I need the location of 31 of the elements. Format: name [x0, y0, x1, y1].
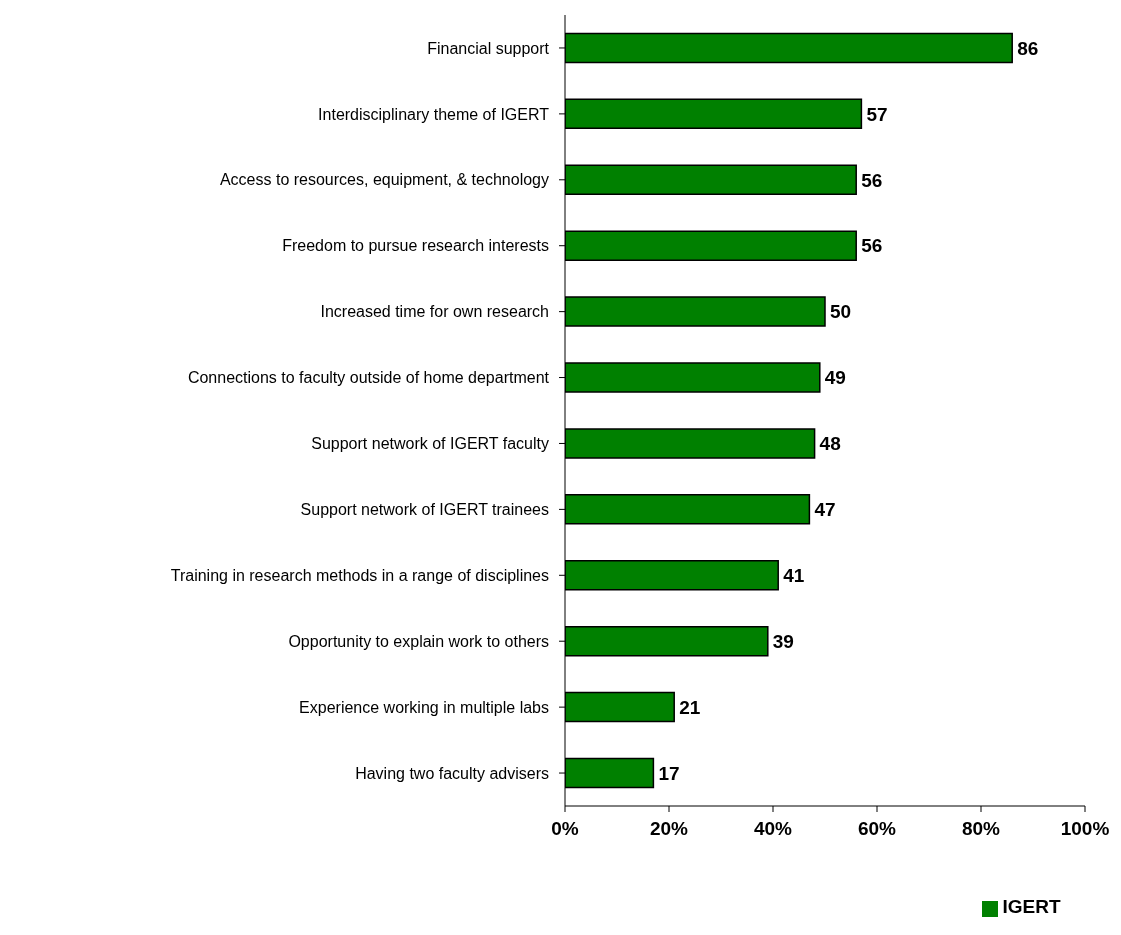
y-tick-label: Training in research methods in a range of disciplines	[170, 566, 549, 584]
y-tick-label: Support network of IGERT trainees	[300, 501, 549, 519]
x-tick-label: 60%	[857, 818, 897, 840]
y-tick-label: Connections to faculty outside of home department	[187, 369, 550, 387]
y-tick-label: Opportunity to explain work to others	[288, 632, 549, 650]
x-tick-label: 40%	[753, 818, 793, 840]
data-label: 47	[814, 499, 836, 521]
y-tick-label: Access to resources, equipment, & technology	[219, 171, 549, 189]
data-label: 49	[824, 367, 846, 389]
data-label: 57	[866, 103, 888, 125]
x-tick-label: 20%	[649, 818, 689, 840]
y-tick-label: Interdisciplinary theme of IGERT	[318, 105, 550, 123]
x-tick-label: 100%	[1060, 818, 1110, 840]
data-label: 41	[783, 565, 805, 587]
data-label: 56	[861, 169, 883, 191]
y-tick-label: Experience working in multiple labs	[299, 698, 549, 716]
data-label: 86	[1017, 37, 1039, 59]
data-label: 56	[861, 235, 883, 257]
x-tick-label: 80%	[961, 818, 1001, 840]
data-label: 48	[819, 433, 841, 455]
data-label: 50	[830, 301, 852, 323]
legend-label: IGERT	[1002, 896, 1061, 917]
data-label: 39	[772, 630, 794, 652]
y-tick-label: Financial support	[427, 39, 550, 57]
y-tick-label: Freedom to pursue research interests	[282, 237, 549, 255]
y-tick-label: Having two faculty advisers	[355, 764, 549, 782]
y-tick-label: Increased time for own research	[320, 303, 549, 321]
data-label: 21	[679, 696, 701, 718]
x-tick-label: 0%	[551, 818, 579, 840]
y-tick-label: Support network of IGERT faculty	[311, 435, 549, 453]
data-label: 17	[658, 762, 680, 784]
